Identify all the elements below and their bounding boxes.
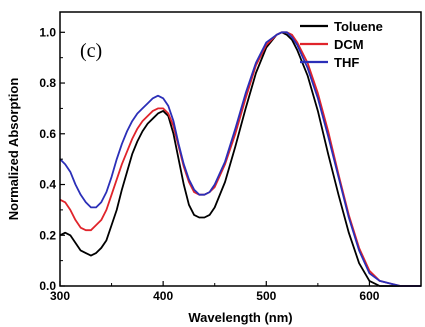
x-axis-title: Wavelength (nm) (188, 310, 292, 325)
series-line-toluene (59, 31, 421, 287)
y-tick-label: 0.2 (39, 228, 56, 242)
legend: Toluene DCM THF (300, 19, 383, 70)
legend-label-dcm: DCM (334, 37, 364, 52)
series-layer (59, 31, 421, 287)
y-tick-label: 0.4 (39, 178, 56, 192)
y-axis-title: Normalized Absorption (6, 78, 21, 221)
x-tick-label: 400 (153, 289, 173, 303)
panel-label: (c) (80, 40, 102, 62)
y-tick-label: 0.6 (39, 127, 56, 141)
y-tick-label: 0.0 (39, 279, 56, 293)
legend-label-thf: THF (334, 55, 359, 70)
y-tick-label: 0.8 (39, 76, 56, 90)
x-tick-label: 600 (359, 289, 379, 303)
ticks-layer: 300 400 500 600 0.0 0.2 0.4 0.6 0.8 1.0 (39, 25, 379, 303)
series-line-thf (59, 31, 421, 287)
plot-frame (59, 11, 422, 287)
legend-label-toluene: Toluene (334, 19, 383, 34)
x-tick-label: 300 (50, 289, 70, 303)
y-tick-label: 1.0 (39, 25, 56, 39)
series-line-dcm (59, 31, 421, 287)
x-tick-label: 500 (256, 289, 276, 303)
